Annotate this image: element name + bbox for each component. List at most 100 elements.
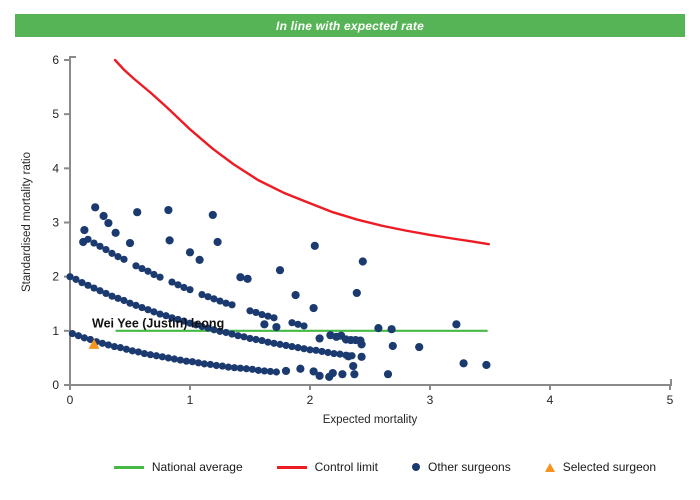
- x-tick-label: 0: [67, 393, 74, 407]
- other-surgeon-point: [128, 347, 136, 355]
- other-surgeon-point: [252, 308, 260, 317]
- other-surgeon-point: [272, 368, 280, 376]
- other-surgeon-point: [126, 299, 134, 307]
- other-surgeon-point: [91, 203, 100, 212]
- x-tick-label: 2: [307, 393, 314, 407]
- other-surgeon-point: [270, 339, 278, 347]
- legend-dot-swatch: [411, 463, 420, 471]
- other-surgeon-point: [200, 360, 208, 368]
- other-surgeon-point: [452, 320, 461, 329]
- other-surgeon-point: [204, 324, 212, 332]
- other-surgeon-point: [482, 360, 491, 370]
- other-surgeon-point: [185, 248, 195, 257]
- y-tick-label: 6: [52, 53, 59, 67]
- other-surgeon-point: [324, 348, 332, 357]
- other-surgeon-point: [176, 356, 184, 364]
- control-limit-curve: [113, 58, 490, 246]
- y-tick-label: 2: [52, 270, 59, 284]
- other-surgeon-point: [349, 361, 358, 371]
- other-surgeon-point: [80, 225, 89, 235]
- other-surgeon-point: [276, 340, 284, 348]
- other-surgeon-point: [86, 335, 94, 344]
- other-surgeon-point: [258, 310, 266, 319]
- other-surgeon-point: [230, 364, 238, 372]
- other-surgeon-point: [84, 281, 92, 289]
- other-surgeon-point: [122, 345, 130, 353]
- other-surgeon-point: [180, 283, 188, 292]
- other-surgeon-point: [164, 205, 173, 215]
- other-surgeon-point: [66, 273, 74, 281]
- other-surgeon-point: [156, 273, 164, 281]
- other-surgeon-point: [150, 308, 158, 316]
- other-surgeon-point: [234, 332, 242, 340]
- x-tick-label: 3: [427, 393, 434, 407]
- other-surgeon-point: [133, 208, 142, 217]
- legend-label: Selected surgeon: [562, 460, 657, 474]
- x-tick-label: 5: [667, 393, 674, 407]
- other-surgeon-point: [228, 330, 236, 338]
- other-surgeon-point: [240, 333, 248, 341]
- other-surgeon-point: [415, 342, 424, 352]
- other-surgeon-point: [300, 345, 308, 353]
- x-axis-title: Expected mortality: [323, 414, 418, 426]
- other-surgeon-point: [186, 319, 194, 327]
- other-surgeon-point: [270, 314, 278, 322]
- other-surgeon-point: [315, 334, 324, 343]
- other-surgeon-point: [242, 365, 250, 373]
- other-surgeon-point: [96, 242, 104, 250]
- other-surgeon-point: [288, 342, 296, 351]
- other-surgeon-point: [114, 253, 122, 261]
- other-surgeon-point: [108, 292, 116, 300]
- other-surgeon-point: [282, 341, 290, 350]
- other-surgeon-point: [162, 312, 170, 320]
- other-surgeon-point: [246, 307, 254, 315]
- other-surgeon-point: [374, 324, 383, 333]
- other-surgeon-point: [98, 339, 106, 347]
- other-surgeon-point: [198, 290, 206, 299]
- other-surgeon-point: [146, 351, 154, 359]
- other-surgeon-point: [104, 218, 113, 228]
- other-surgeon-point: [168, 314, 176, 322]
- other-surgeon-point: [78, 279, 86, 287]
- other-surgeon-point: [120, 255, 128, 263]
- y-tick-label: 3: [52, 215, 59, 229]
- legend-item-control-limit: Control limit: [276, 460, 378, 474]
- other-surgeon-point: [260, 367, 268, 375]
- other-surgeon-point: [120, 296, 128, 305]
- other-surgeon-point: [195, 255, 204, 264]
- other-surgeon-point: [96, 287, 104, 295]
- other-surgeon-point: [300, 322, 308, 330]
- y-axis-title: Standardised mortality ratio: [21, 152, 33, 292]
- legend-label: National average: [151, 460, 243, 474]
- other-surgeon-point: [309, 303, 318, 313]
- other-surgeon-point: [228, 301, 236, 309]
- other-surgeon-point: [158, 353, 166, 361]
- other-surgeon-point: [111, 228, 120, 237]
- other-surgeon-point: [344, 352, 353, 361]
- other-surgeon-point: [180, 317, 188, 325]
- other-surgeon-point: [150, 270, 158, 279]
- other-surgeon-point: [296, 364, 305, 373]
- other-surgeon-point: [125, 238, 135, 248]
- other-surgeon-point: [288, 319, 296, 327]
- other-surgeon-point: [132, 262, 140, 270]
- y-tick-label: 4: [52, 161, 59, 175]
- status-banner-text: In line with expected rate: [276, 18, 424, 33]
- other-surgeon-point: [210, 326, 218, 334]
- other-surgeon-point: [294, 320, 302, 328]
- other-surgeon-point: [108, 249, 116, 257]
- other-surgeon-point: [383, 370, 393, 379]
- other-surgeon-point: [138, 303, 146, 312]
- legend-item-national-average: National average: [113, 460, 243, 474]
- other-surgeon-point: [208, 210, 217, 220]
- other-surgeon-point: [312, 346, 320, 354]
- other-surgeon-point: [336, 350, 344, 358]
- other-surgeon-point: [156, 310, 164, 318]
- other-surgeon-point: [134, 348, 142, 356]
- legend-item-other-surgeons: Other surgeons: [411, 460, 511, 474]
- other-surgeon-point: [352, 288, 361, 298]
- legend-item-selected-surgeon: Selected surgeon: [544, 460, 657, 474]
- other-surgeon-point: [174, 315, 182, 324]
- legend-line-swatch: [276, 465, 307, 469]
- other-surgeon-point: [192, 321, 200, 329]
